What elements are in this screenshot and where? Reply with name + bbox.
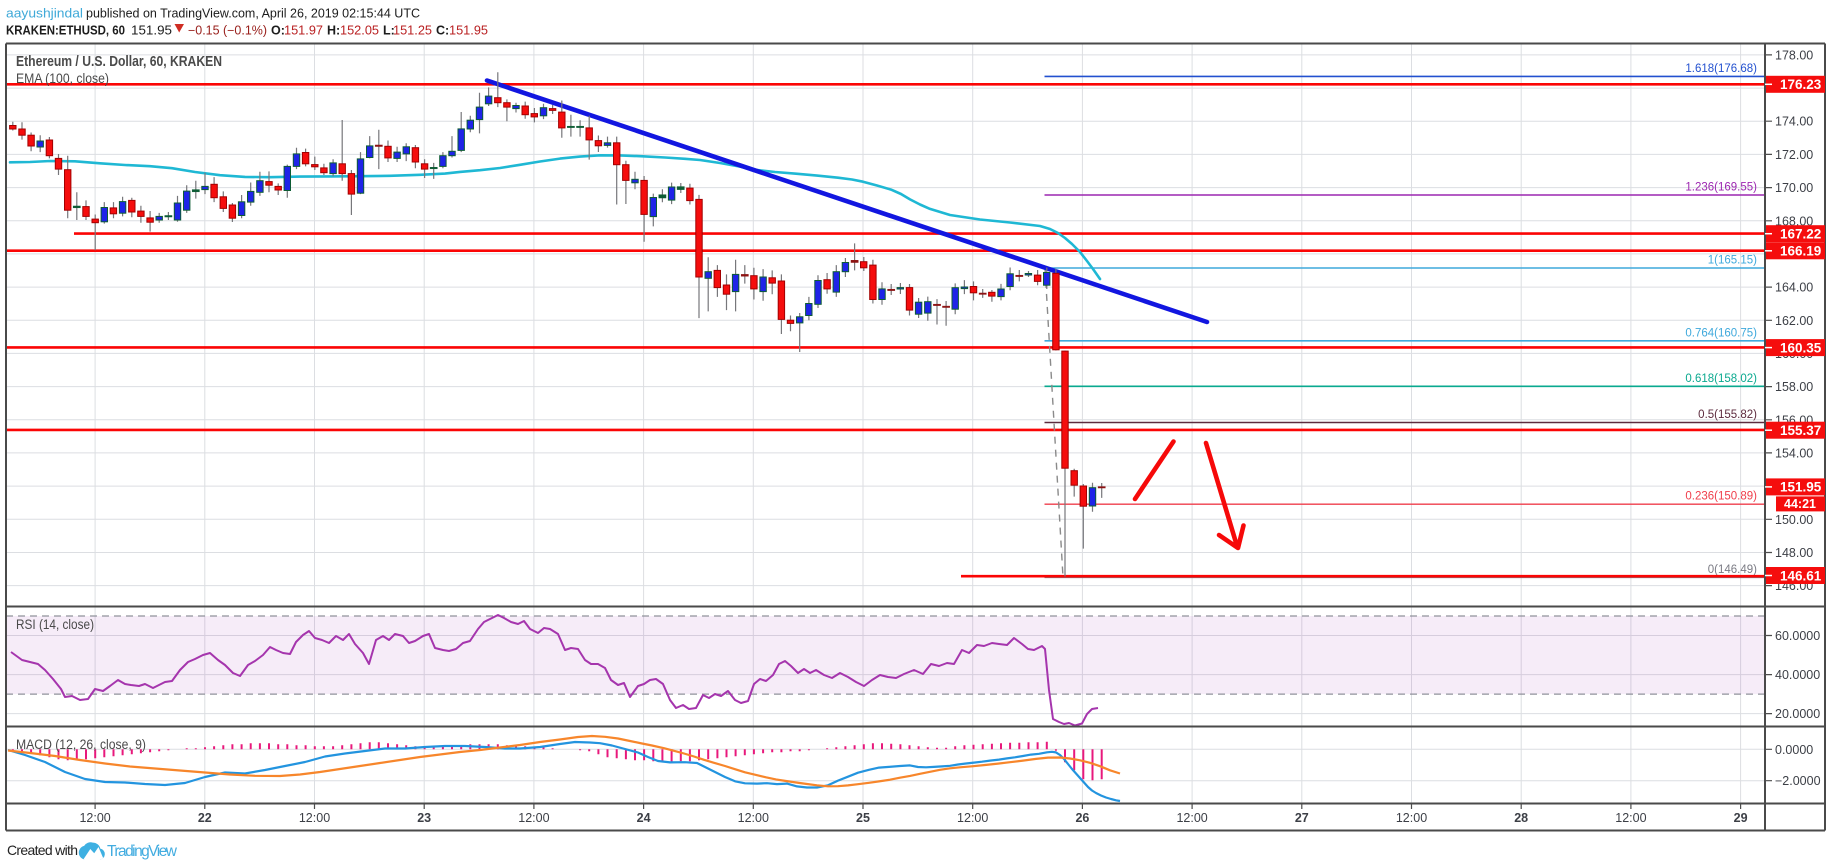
- svg-text:164.00: 164.00: [1775, 281, 1813, 295]
- svg-text:−2.0000: −2.0000: [1775, 774, 1821, 788]
- svg-text:1.618(176.68): 1.618(176.68): [1685, 63, 1757, 75]
- svg-text:24: 24: [637, 811, 651, 825]
- svg-text:0.764(160.75): 0.764(160.75): [1685, 327, 1757, 339]
- svg-text:151.95: 151.95: [131, 24, 172, 38]
- svg-text:27: 27: [1295, 811, 1309, 825]
- svg-text:170.00: 170.00: [1775, 181, 1813, 195]
- svg-text:160.35: 160.35: [1780, 340, 1822, 355]
- svg-text:146.61: 146.61: [1780, 568, 1822, 583]
- svg-text:151.95: 151.95: [449, 24, 488, 38]
- svg-text:12:00: 12:00: [79, 811, 110, 825]
- svg-text:0(146.49): 0(146.49): [1708, 564, 1757, 576]
- svg-text:151.95: 151.95: [1780, 480, 1822, 495]
- svg-text:KRAKEN:ETHUSD, 60: KRAKEN:ETHUSD, 60: [6, 24, 125, 38]
- svg-text:150.00: 150.00: [1775, 513, 1813, 527]
- svg-text:aayushjindal: aayushjindal: [6, 7, 83, 21]
- svg-text:published on TradingView.com,: published on TradingView.com, April 26, …: [86, 7, 420, 21]
- svg-text:176.23: 176.23: [1780, 77, 1822, 92]
- svg-text:25: 25: [856, 811, 870, 825]
- svg-text:148.00: 148.00: [1775, 546, 1813, 560]
- svg-text:172.00: 172.00: [1775, 148, 1813, 162]
- svg-text:167.22: 167.22: [1780, 227, 1821, 242]
- svg-text:1(165.15): 1(165.15): [1708, 255, 1757, 267]
- svg-text:1.236(169.55): 1.236(169.55): [1685, 182, 1757, 194]
- svg-text:151.25: 151.25: [393, 24, 432, 38]
- svg-text:0.0000: 0.0000: [1775, 743, 1813, 757]
- svg-text:12:00: 12:00: [738, 811, 769, 825]
- svg-text:154.00: 154.00: [1775, 446, 1813, 460]
- svg-text:158.00: 158.00: [1775, 380, 1813, 394]
- svg-text:60.0000: 60.0000: [1775, 629, 1820, 643]
- svg-text:152.05: 152.05: [340, 24, 379, 38]
- svg-text:Ethereum / U.S. Dollar, 60, KR: Ethereum / U.S. Dollar, 60, KRAKEN: [16, 53, 222, 70]
- svg-text:12:00: 12:00: [518, 811, 549, 825]
- svg-text:12:00: 12:00: [1615, 811, 1646, 825]
- svg-text:168.00: 168.00: [1775, 214, 1813, 228]
- svg-text:O:: O:: [271, 24, 285, 38]
- svg-text:23: 23: [417, 811, 431, 825]
- svg-text:H:: H:: [327, 24, 340, 38]
- svg-text:174.00: 174.00: [1775, 115, 1813, 129]
- svg-text:L:: L:: [383, 24, 395, 38]
- svg-text:166.19: 166.19: [1780, 244, 1821, 259]
- svg-text:20.0000: 20.0000: [1775, 707, 1820, 721]
- svg-text:26: 26: [1075, 811, 1089, 825]
- svg-text:28: 28: [1514, 811, 1528, 825]
- svg-text:EMA (100, close): EMA (100, close): [16, 70, 109, 86]
- svg-text:12:00: 12:00: [957, 811, 988, 825]
- svg-text:12:00: 12:00: [299, 811, 330, 825]
- svg-text:MACD (12, 26, close, 9): MACD (12, 26, close, 9): [16, 737, 146, 752]
- svg-text:40.0000: 40.0000: [1775, 668, 1820, 682]
- svg-text:178.00: 178.00: [1775, 48, 1813, 62]
- svg-text:151.97: 151.97: [284, 24, 323, 38]
- svg-text:162.00: 162.00: [1775, 314, 1813, 328]
- svg-text:Created with: Created with: [7, 842, 78, 858]
- svg-text:22: 22: [198, 811, 212, 825]
- svg-text:−0.15 (−0.1%): −0.15 (−0.1%): [188, 24, 267, 38]
- svg-text:12:00: 12:00: [1396, 811, 1427, 825]
- svg-text:RSI (14, close): RSI (14, close): [16, 617, 94, 632]
- svg-text:12:00: 12:00: [1176, 811, 1207, 825]
- svg-text:0.618(158.02): 0.618(158.02): [1685, 373, 1757, 385]
- svg-text:155.37: 155.37: [1780, 423, 1821, 438]
- svg-text:29: 29: [1734, 811, 1748, 825]
- svg-text:0.236(150.89): 0.236(150.89): [1685, 491, 1757, 503]
- svg-text:C:: C:: [436, 24, 449, 38]
- svg-text:TradingView: TradingView: [107, 843, 178, 860]
- svg-text:44:21: 44:21: [1784, 497, 1816, 511]
- svg-text:0.5(155.82): 0.5(155.82): [1698, 409, 1757, 421]
